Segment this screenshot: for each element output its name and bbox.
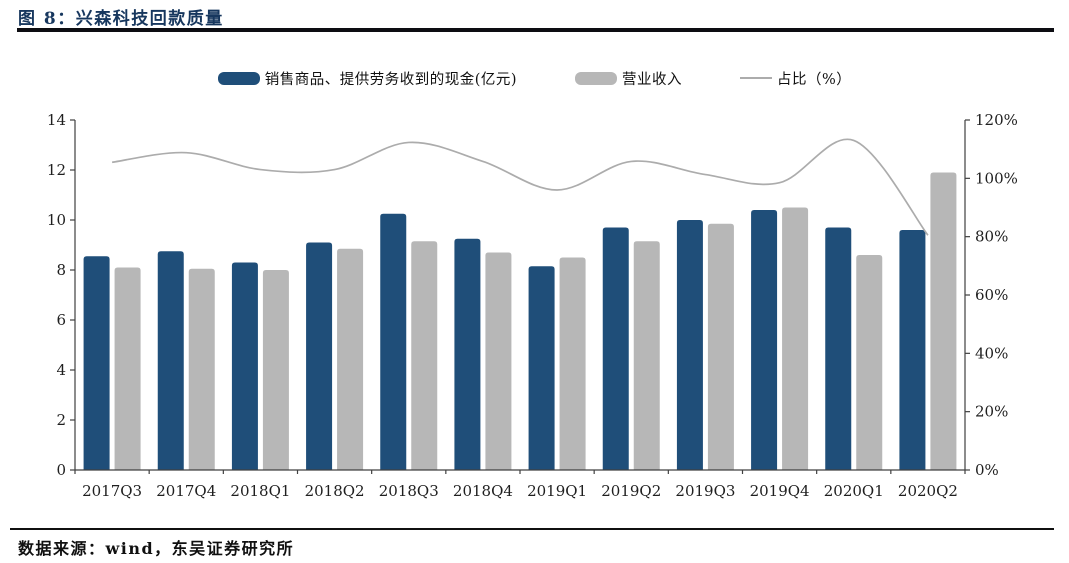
legend-item-revenue: 营业收入 [575, 68, 682, 89]
svg-text:2020Q2: 2020Q2 [898, 482, 958, 500]
chart-legend: 销售商品、提供劳务收到的现金(亿元) 营业收入 占比（%） [0, 66, 1069, 90]
svg-text:2: 2 [56, 411, 66, 429]
svg-text:0%: 0% [975, 461, 999, 479]
legend-label-cash: 销售商品、提供劳务收到的现金(亿元) [264, 71, 518, 88]
chart-canvas: 0 2 4 6 8 10 12 14 0% 20% 40% 60% 80% 100% 120% 2017Q3 2… [47, 111, 1018, 500]
svg-text:4: 4 [56, 361, 66, 379]
title-divider [17, 28, 1054, 32]
svg-text:14: 14 [47, 111, 66, 129]
legend-swatch-cash [217, 71, 260, 85]
legend-label-revenue: 营业收入 [622, 71, 683, 88]
legend-item-ratio: 占比（%） [740, 68, 851, 89]
svg-text:0: 0 [56, 461, 66, 479]
svg-text:20%: 20% [975, 403, 1008, 421]
svg-text:2018Q2: 2018Q2 [305, 482, 365, 500]
svg-text:60%: 60% [975, 286, 1008, 304]
svg-text:2019Q3: 2019Q3 [675, 482, 735, 500]
svg-text:12: 12 [47, 161, 66, 179]
figure-title: 图 8：兴森科技回款质量 [18, 9, 224, 29]
bar-series-0 [83, 210, 926, 470]
axis-labels: 0 2 4 6 8 10 12 14 0% 20% 40% 60% 80% 100% 120% 2017Q3 2… [47, 111, 1018, 500]
legend-swatch-ratio-line [740, 77, 773, 79]
svg-text:10: 10 [47, 211, 66, 229]
legend-item-cash: 销售商品、提供劳务收到的现金(亿元) [217, 68, 518, 89]
legend-label-ratio: 占比（%） [777, 71, 852, 88]
svg-text:6: 6 [56, 311, 66, 329]
svg-text:2020Q1: 2020Q1 [824, 482, 884, 500]
svg-text:2019Q2: 2019Q2 [601, 482, 661, 500]
svg-text:2018Q3: 2018Q3 [379, 482, 439, 500]
footer-divider [10, 528, 1054, 530]
source-note: 数据来源：wind，东吴证券研究所 [18, 539, 295, 558]
svg-text:100%: 100% [975, 169, 1018, 187]
svg-text:40%: 40% [975, 344, 1008, 362]
svg-text:2017Q4: 2017Q4 [156, 482, 216, 500]
svg-text:2019Q4: 2019Q4 [750, 482, 810, 500]
svg-text:120%: 120% [975, 111, 1018, 129]
ratio-line [111, 138, 929, 236]
svg-text:80%: 80% [975, 228, 1008, 246]
svg-text:2017Q3: 2017Q3 [82, 482, 142, 500]
svg-text:2018Q4: 2018Q4 [453, 482, 513, 500]
axes [70, 119, 970, 474]
bar-series-1 [114, 172, 957, 470]
legend-swatch-revenue [575, 71, 618, 85]
svg-text:2018Q1: 2018Q1 [230, 482, 290, 500]
svg-text:8: 8 [56, 261, 66, 279]
svg-text:2019Q1: 2019Q1 [527, 482, 587, 500]
